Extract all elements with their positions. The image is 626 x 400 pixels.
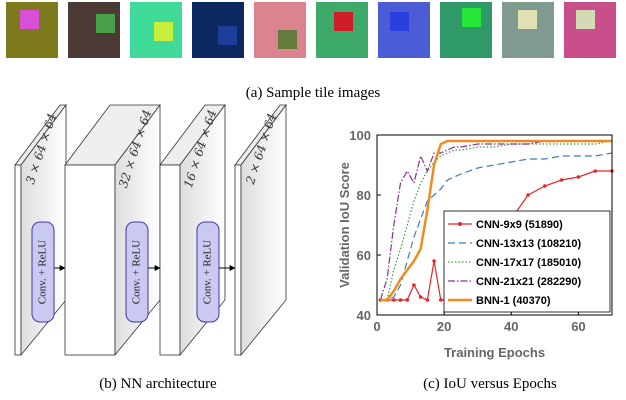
point	[577, 175, 581, 179]
y-axis-label: Validation IoU Score	[337, 162, 352, 288]
tile-square	[20, 10, 39, 29]
layer-front	[65, 165, 115, 355]
x-tick-label: 40	[504, 319, 518, 334]
caption: (b) NN architecture	[99, 376, 217, 392]
x-axis-label: Training Epochs	[444, 345, 545, 360]
tile-square	[518, 10, 537, 29]
tile-square	[334, 12, 353, 31]
caption: (a) Sample tile images	[246, 85, 381, 101]
point	[439, 298, 443, 302]
point	[543, 184, 547, 188]
y-tick-label: 100	[349, 128, 371, 143]
tile-square	[390, 12, 409, 31]
tile-row	[6, 2, 616, 58]
legend-marker	[458, 222, 462, 226]
x-tick-label: 0	[373, 319, 380, 334]
caption: (c) IoU versus Epochs	[423, 376, 557, 392]
point	[560, 178, 564, 182]
legend-label: CNN-9x9 (51890)	[476, 219, 563, 231]
operation-label: Conv. + ReLU	[37, 240, 49, 305]
point	[593, 169, 597, 173]
point	[392, 298, 396, 302]
layer-front	[160, 165, 180, 355]
legend-label: BNN-1 (40370)	[476, 295, 551, 307]
figure: 3 × 64 × 6432 × 64 × 6416 × 64 × 642 × 6…	[0, 0, 626, 400]
x-tick-label: 60	[571, 319, 585, 334]
legend-label: CNN-21x21 (282290)	[476, 276, 582, 288]
point	[405, 298, 409, 302]
layer-front	[15, 165, 21, 355]
operation-label: Conv. + ReLU	[202, 240, 214, 305]
tile-square	[462, 8, 481, 27]
point	[526, 193, 530, 197]
y-tick-label: 80	[357, 188, 371, 203]
chart: 0 20 40 60 40 60 80 100 Training Epochs Validatio…	[337, 128, 614, 360]
y-tick-label: 40	[357, 308, 371, 323]
point	[399, 298, 403, 302]
tile-square	[278, 30, 297, 49]
tile-square	[218, 26, 237, 45]
page: 3 × 64 × 6432 × 64 × 6416 × 64 × 642 × 6…	[0, 0, 626, 400]
point	[419, 295, 423, 299]
tile-square	[154, 22, 173, 41]
tile-square	[576, 10, 595, 29]
point	[412, 283, 416, 287]
y-tick-label: 60	[357, 248, 371, 263]
tile-square	[96, 14, 115, 33]
point	[426, 298, 430, 302]
x-tick-label: 20	[437, 319, 451, 334]
legend-label: CNN-17x17 (185010)	[476, 257, 582, 269]
point	[432, 259, 436, 263]
operation-label: Conv. + ReLU	[131, 240, 143, 305]
layer-front	[235, 165, 241, 355]
legend-label: CNN-13x13 (108210)	[476, 238, 582, 250]
